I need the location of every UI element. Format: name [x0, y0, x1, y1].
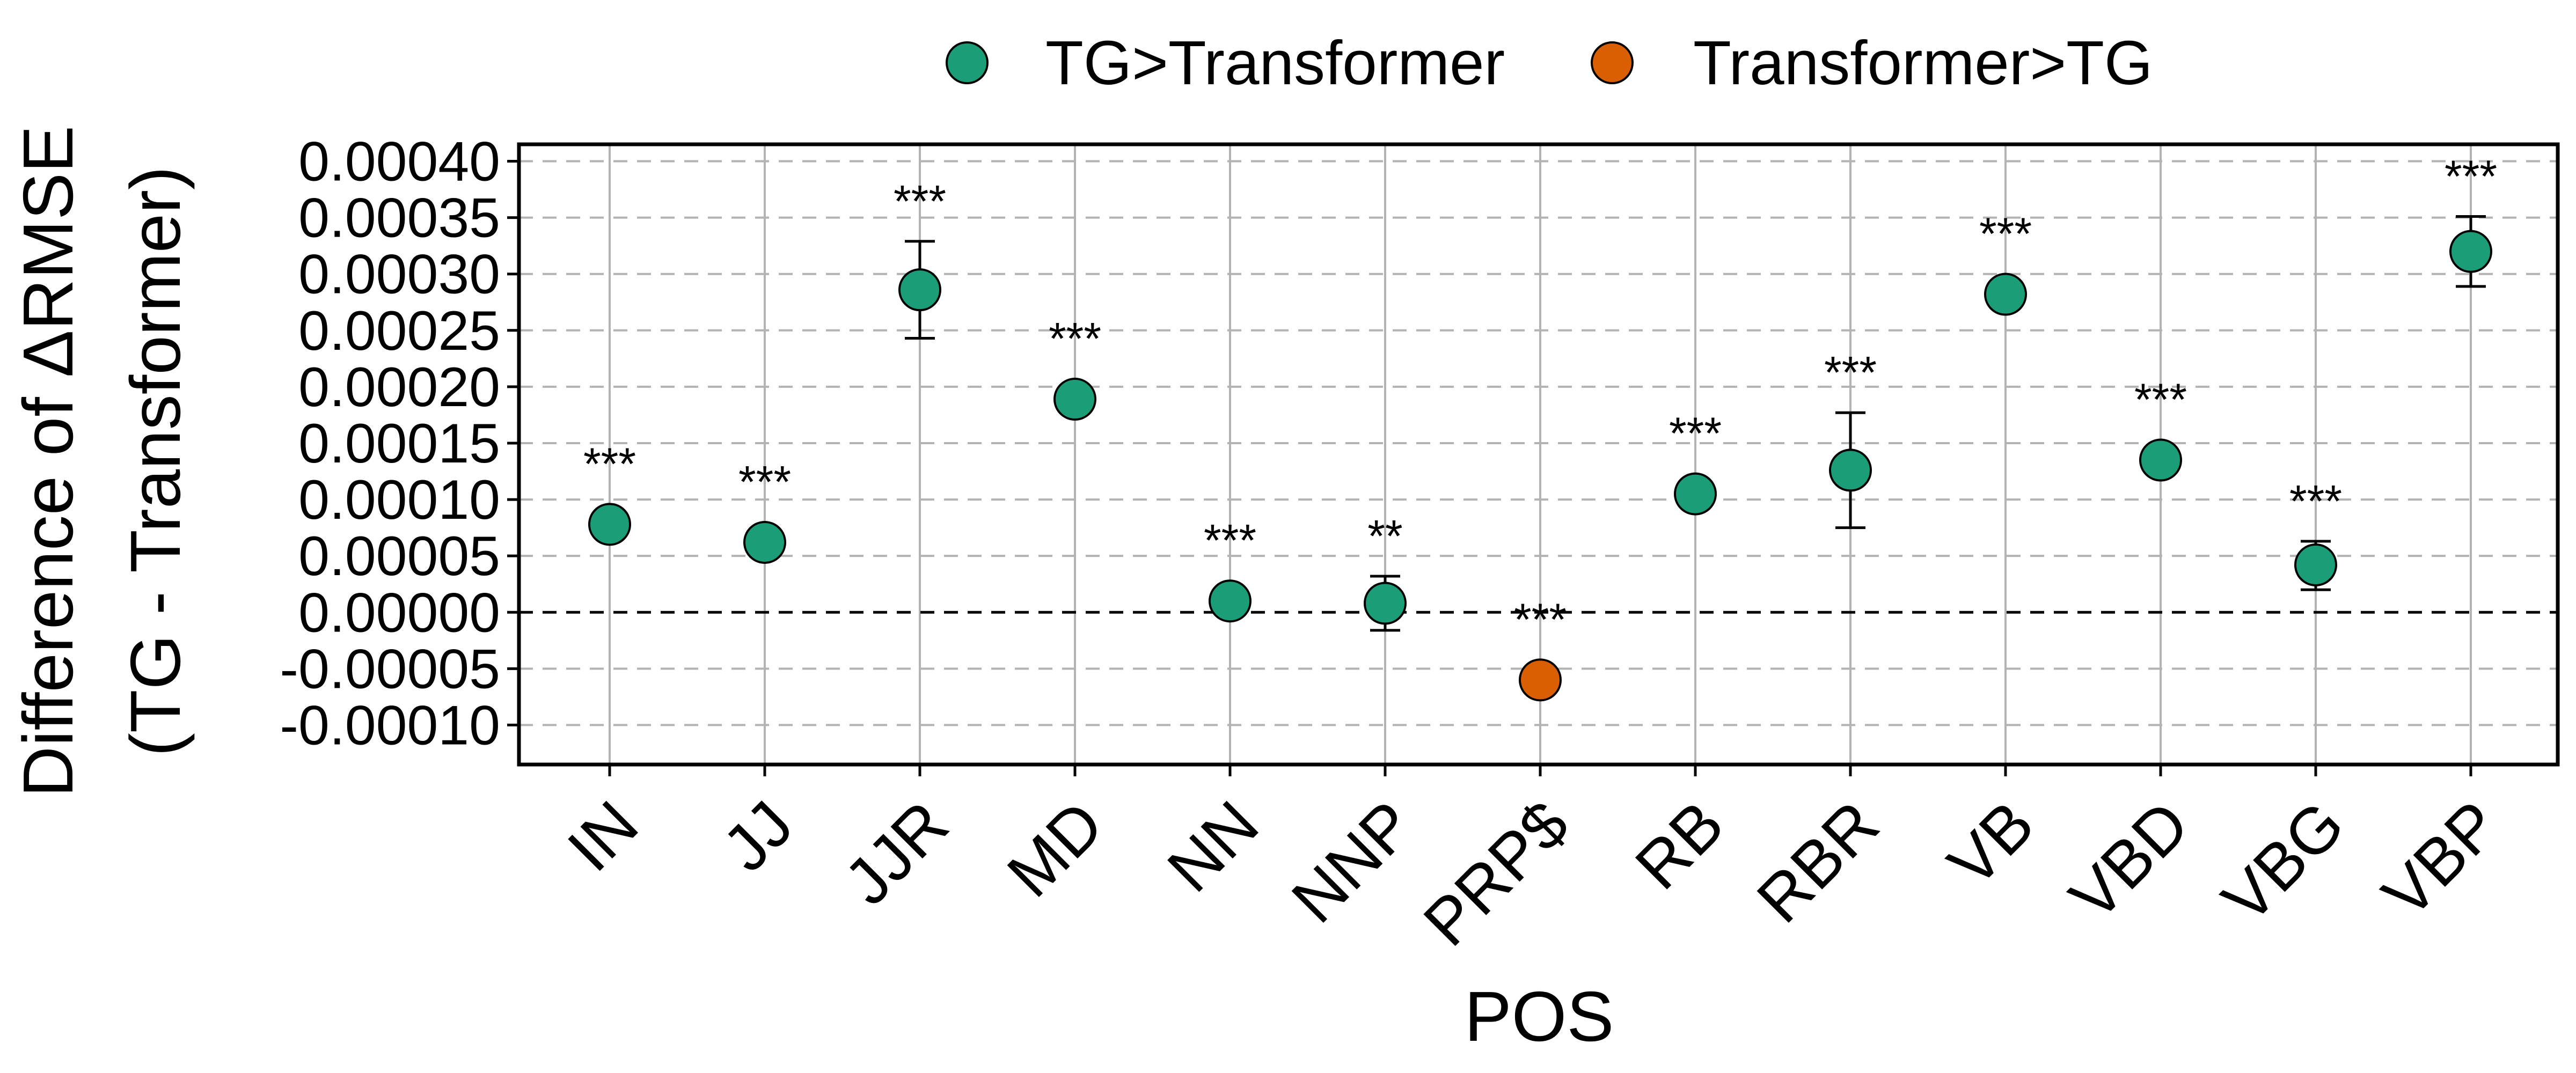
sig-label-PRP$: *** — [1514, 594, 1567, 644]
x-tick-label: JJ — [709, 787, 807, 885]
sig-label-MD: *** — [1049, 313, 1101, 364]
x-tick-label: MD — [993, 787, 1117, 910]
point-VBD — [2139, 438, 2182, 482]
y-tick-label: -0.00005 — [280, 638, 500, 700]
point-IN — [588, 503, 631, 546]
y-tick-label: 0.00040 — [298, 131, 500, 193]
significance-labels: *** ************ *********************** — [583, 151, 2497, 645]
y-tick-label: 0.00025 — [298, 300, 500, 362]
point-PRP$ — [1519, 658, 1562, 702]
x-tick-label: RB — [1621, 787, 1737, 903]
point-RBR — [1829, 449, 1872, 492]
x-tick-label: VBG — [2208, 787, 2358, 936]
y-tick-label: 0.00020 — [298, 356, 500, 418]
point-VBG — [2294, 543, 2337, 586]
legend-marker-tg — [946, 41, 989, 84]
x-tick-label: IN — [554, 787, 652, 885]
sig-label-JJR: *** — [894, 176, 946, 226]
x-tick-label: NN — [1154, 787, 1272, 906]
x-axis-title: POS — [1465, 977, 1614, 1056]
x-tick-label: NNP — [1278, 787, 1427, 936]
y-tick-label: 0.00005 — [298, 525, 500, 587]
x-tick-label: RBR — [1743, 787, 1892, 936]
point-MD — [1053, 378, 1096, 421]
sig-label-RB: *** — [1669, 408, 1722, 459]
legend-label-tg: TG>Transformer — [1045, 28, 1505, 98]
sig-label-IN: *** — [583, 438, 636, 489]
x-tick-label: PRP$ — [1410, 787, 1583, 960]
sig-label-VB: *** — [1979, 209, 2032, 259]
sig-label-VBG: *** — [2289, 476, 2342, 526]
y-tick-label: 0.00010 — [298, 469, 500, 531]
x-tick-label: JJR — [831, 787, 962, 918]
horizontal-gridlines — [519, 160, 2558, 726]
sig-label-JJ: *** — [738, 457, 791, 507]
point-JJ — [743, 520, 786, 564]
y-tick-label: -0.00010 — [280, 694, 500, 756]
sig-label-NN: *** — [1204, 515, 1256, 565]
y-tick-label: 0.00000 — [298, 582, 500, 644]
point-VBP — [2449, 230, 2492, 273]
legend-label-transformer: Transformer>TG — [1693, 28, 2153, 98]
point-NN — [1209, 579, 1252, 623]
y-axis-title-line1: Difference of ΔRMSE — [9, 126, 87, 797]
x-tick-label: VBP — [2369, 787, 2513, 931]
point-RB — [1674, 472, 1717, 516]
data-points — [588, 230, 2492, 702]
y-axis-ticks: 0.000400.000350.000300.000250.000200.000… — [280, 131, 519, 756]
legend: TG>Transformer Transformer>TG — [946, 28, 2153, 98]
y-tick-label: 0.00030 — [298, 244, 500, 306]
sig-label-VBP: *** — [2445, 151, 2497, 202]
sig-label-VBD: *** — [2134, 374, 2187, 425]
sig-label-NNP: ** — [1367, 511, 1402, 561]
point-JJR — [898, 268, 941, 312]
point-VB — [1984, 273, 2027, 316]
y-tick-label: 0.00015 — [298, 413, 500, 475]
x-tick-label: VB — [1934, 787, 2047, 900]
y-tick-label: 0.00035 — [298, 187, 500, 249]
sig-label-RBR: *** — [1824, 347, 1877, 398]
y-axis-title-line2: (TG - Transformer) — [116, 166, 195, 756]
x-tick-label: VBD — [2056, 787, 2203, 934]
plot-panel-border — [517, 142, 2560, 767]
point-NNP — [1364, 582, 1407, 625]
legend-marker-transformer — [1591, 41, 1634, 84]
